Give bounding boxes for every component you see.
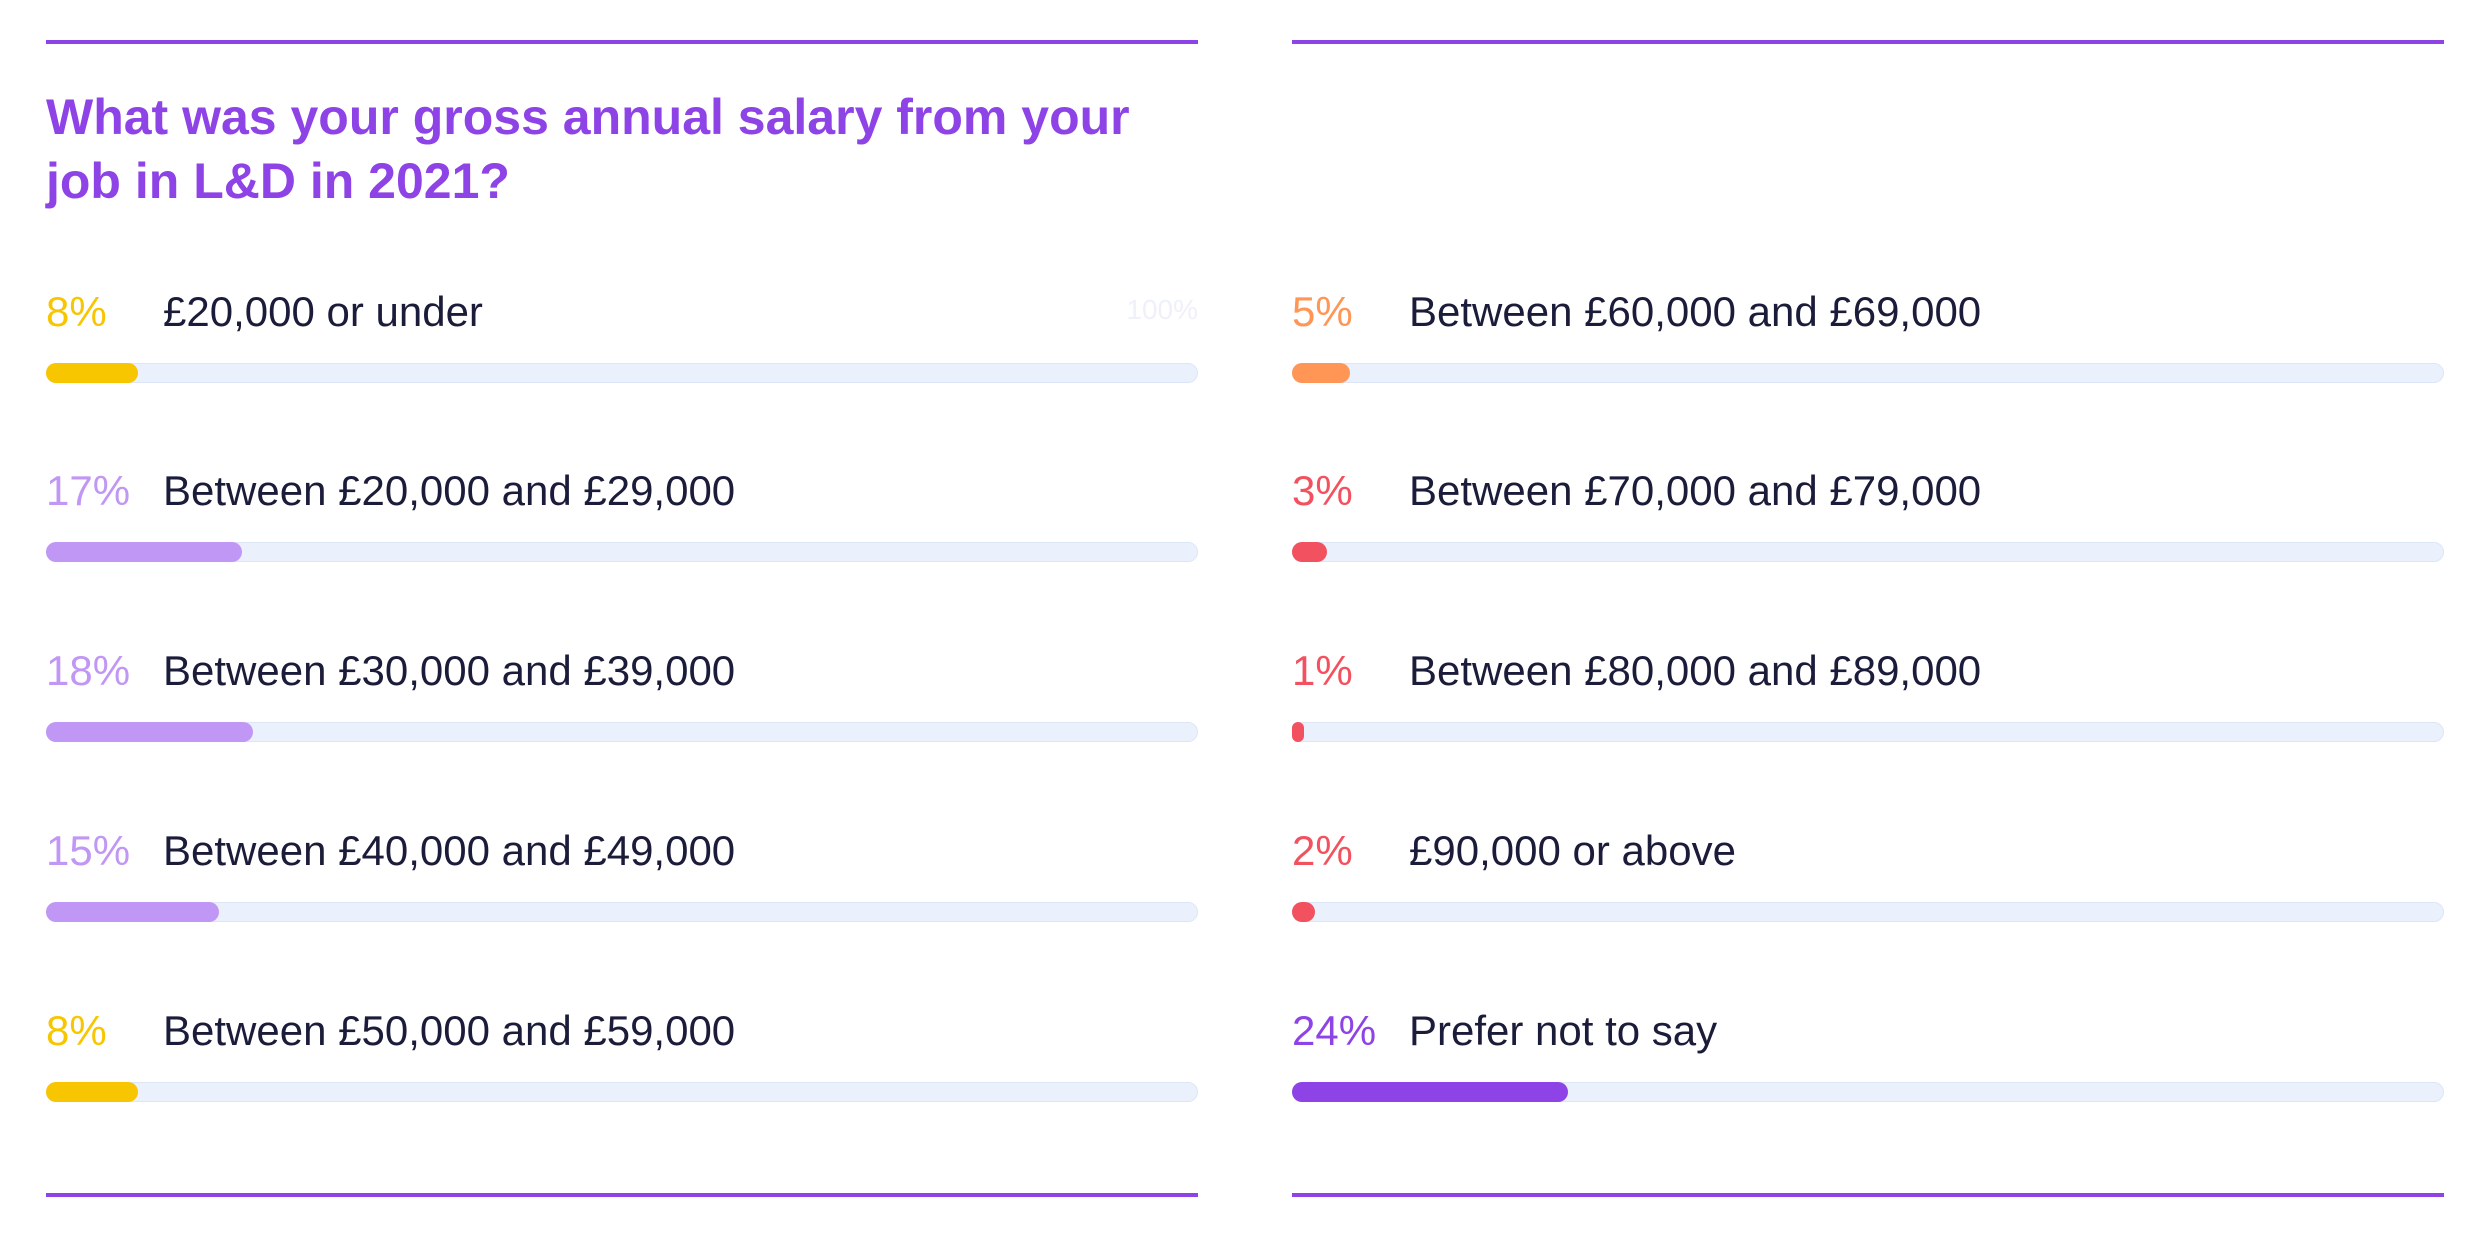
- bar-value-label: 5%: [1292, 288, 1353, 335]
- bar-category-label: Between £30,000 and £39,000: [163, 647, 736, 694]
- bar-row: 15% Between £40,000 and £49,000: [46, 823, 1198, 933]
- bar-row: 1% Between £80,000 and £89,000: [1292, 643, 2444, 753]
- bar-fill: [1292, 1082, 1568, 1102]
- bottom-divider-left: [46, 1193, 1198, 1197]
- bar-category-label: £90,000 or above: [1409, 827, 1736, 874]
- chart-column-left: What was your gross annual salary from y…: [46, 0, 1198, 1245]
- bar-row: 3% Between £70,000 and £79,000: [1292, 463, 2444, 573]
- bar-fill: [1292, 542, 1327, 562]
- bar-track: [1292, 363, 2444, 383]
- bar-track: [1292, 1082, 2444, 1102]
- bar-track: [46, 1082, 1198, 1102]
- bar-fill: [46, 902, 219, 922]
- bar-category-label: Between £60,000 and £69,000: [1409, 288, 1982, 335]
- bar-value-label: 15%: [46, 827, 131, 874]
- bar-value-label: 2%: [1292, 827, 1353, 874]
- bar-value-label: 8%: [46, 288, 107, 335]
- bar-track: [1292, 902, 2444, 922]
- bar-fill: [1292, 722, 1304, 742]
- bar-value-label: 24%: [1292, 1007, 1377, 1054]
- bar-category-label: £20,000 or under: [163, 288, 483, 335]
- bar-track: [46, 902, 1198, 922]
- bar-row: 8% £20,000 or under 100%: [46, 284, 1198, 394]
- bar-category-label: Between £20,000 and £29,000: [163, 467, 736, 514]
- bar-row: 8% Between £50,000 and £59,000: [46, 1003, 1198, 1113]
- bar-row: 24% Prefer not to say: [1292, 1003, 2444, 1113]
- bar-track: [1292, 722, 2444, 742]
- bar-track: [1292, 542, 2444, 562]
- bar-fill: [1292, 902, 1315, 922]
- bar-fill: [46, 363, 138, 383]
- top-divider-left: [46, 40, 1198, 44]
- bar-track: [46, 542, 1198, 562]
- bar-row: 18% Between £30,000 and £39,000: [46, 643, 1198, 753]
- chart-title: What was your gross annual salary from y…: [46, 89, 1130, 209]
- bar-value-label: 17%: [46, 467, 131, 514]
- bar-category-label: Between £70,000 and £79,000: [1409, 467, 1982, 514]
- bar-value-label: 1%: [1292, 647, 1353, 694]
- bar-track: [46, 722, 1198, 742]
- chart-column-right: 5% Between £60,000 and £69,000 3% Between £…: [1292, 0, 2444, 1245]
- bar-fill: [46, 1082, 138, 1102]
- bar-category-label: Between £80,000 and £89,000: [1409, 647, 1982, 694]
- bar-fill: [1292, 363, 1350, 383]
- bar-value-label: 8%: [46, 1007, 107, 1054]
- bar-category-label: Between £40,000 and £49,000: [163, 827, 736, 874]
- bar-row: 5% Between £60,000 and £69,000: [1292, 284, 2444, 394]
- bar-row: 17% Between £20,000 and £29,000: [46, 463, 1198, 573]
- bar-fill: [46, 542, 242, 562]
- bar-category-label: Prefer not to say: [1409, 1007, 1718, 1054]
- bar-value-label: 3%: [1292, 467, 1353, 514]
- bottom-divider-right: [1292, 1193, 2444, 1197]
- bar-value-label: 18%: [46, 647, 131, 694]
- top-divider-right: [1292, 40, 2444, 44]
- bar-fill: [46, 722, 253, 742]
- bar-category-label: Between £50,000 and £59,000: [163, 1007, 736, 1054]
- bar-row: 2% £90,000 or above: [1292, 823, 2444, 933]
- bar-track: [46, 363, 1198, 383]
- scale-max-label: 100%: [1126, 294, 1198, 325]
